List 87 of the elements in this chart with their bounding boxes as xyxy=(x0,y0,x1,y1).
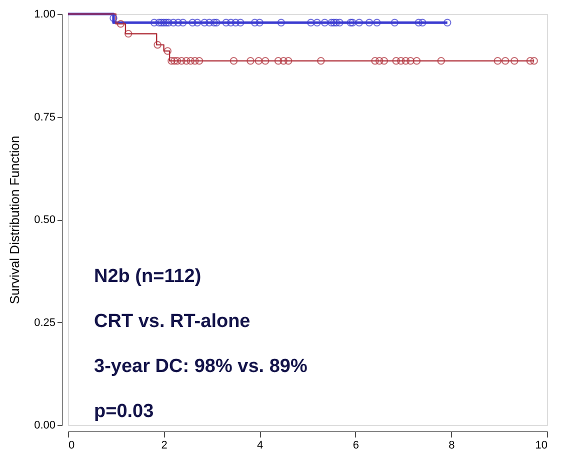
point xyxy=(397,56,405,65)
point xyxy=(437,56,446,65)
point xyxy=(154,40,162,49)
point xyxy=(274,56,282,65)
y-tick-label: 0.75 xyxy=(34,111,56,124)
point xyxy=(173,56,182,65)
point xyxy=(317,56,325,65)
point xyxy=(164,18,172,27)
point xyxy=(330,18,338,27)
x-tick-label: 4 xyxy=(257,440,264,452)
point xyxy=(169,18,178,27)
point xyxy=(162,18,170,27)
point xyxy=(306,18,315,27)
annotation: 3-year DC: 98% vs. 89% xyxy=(94,356,308,377)
point xyxy=(170,56,178,65)
point xyxy=(406,56,414,65)
point xyxy=(155,18,163,27)
annotation: CRT vs. RT-alone xyxy=(94,311,250,332)
point xyxy=(418,18,426,27)
point xyxy=(222,18,230,27)
point xyxy=(346,18,355,27)
point xyxy=(178,56,186,65)
y-tick-label: 0.50 xyxy=(34,214,56,226)
point xyxy=(494,56,502,65)
point xyxy=(168,56,176,65)
point xyxy=(510,56,518,65)
point xyxy=(205,18,214,27)
point xyxy=(348,18,356,27)
point xyxy=(212,18,220,27)
point xyxy=(443,18,452,27)
point xyxy=(191,56,199,65)
point xyxy=(277,18,286,27)
y-tick-label: 0.00 xyxy=(34,420,56,432)
point xyxy=(174,18,182,27)
point xyxy=(182,56,190,65)
point xyxy=(188,18,196,27)
point xyxy=(261,56,270,65)
point xyxy=(284,56,292,65)
point xyxy=(280,56,288,65)
point xyxy=(230,56,238,65)
point xyxy=(226,18,235,27)
point xyxy=(158,18,166,27)
point xyxy=(328,18,336,27)
point xyxy=(365,18,374,27)
point xyxy=(336,18,344,27)
y-tick-label: 0.25 xyxy=(34,316,56,329)
point xyxy=(355,18,364,27)
point xyxy=(313,18,321,27)
x-tick-label: 8 xyxy=(448,440,455,452)
point xyxy=(371,56,379,65)
point xyxy=(332,18,340,27)
annotation: N2b (n=112) xyxy=(94,266,202,287)
point xyxy=(193,18,202,27)
point xyxy=(412,56,421,65)
y-tick-label: 1.00 xyxy=(34,8,56,20)
point xyxy=(375,56,384,65)
point xyxy=(232,18,240,27)
point xyxy=(414,18,423,27)
point xyxy=(380,56,388,65)
point xyxy=(195,56,204,65)
point xyxy=(392,56,400,65)
point xyxy=(501,56,510,65)
x-tick-label: 2 xyxy=(161,440,168,452)
x-tick-label: 0 xyxy=(68,440,75,452)
point xyxy=(179,18,187,27)
point xyxy=(124,30,132,38)
point xyxy=(210,18,218,27)
y-axis-title: Survival Distribution Function xyxy=(7,136,22,304)
point xyxy=(116,20,125,28)
point xyxy=(373,18,381,27)
point xyxy=(186,56,195,65)
point xyxy=(320,18,329,27)
point xyxy=(254,56,263,65)
annotation: p=0.03 xyxy=(94,401,154,422)
point xyxy=(256,18,264,27)
point xyxy=(390,18,399,27)
point xyxy=(110,14,118,22)
point xyxy=(530,56,538,65)
point xyxy=(200,18,208,27)
point xyxy=(150,18,158,27)
point xyxy=(250,18,259,27)
point xyxy=(164,47,172,55)
x-tick-label: 10 xyxy=(535,440,548,452)
x-tick-label: 6 xyxy=(352,440,359,452)
point xyxy=(246,56,254,65)
point xyxy=(236,18,244,27)
point xyxy=(402,56,410,65)
